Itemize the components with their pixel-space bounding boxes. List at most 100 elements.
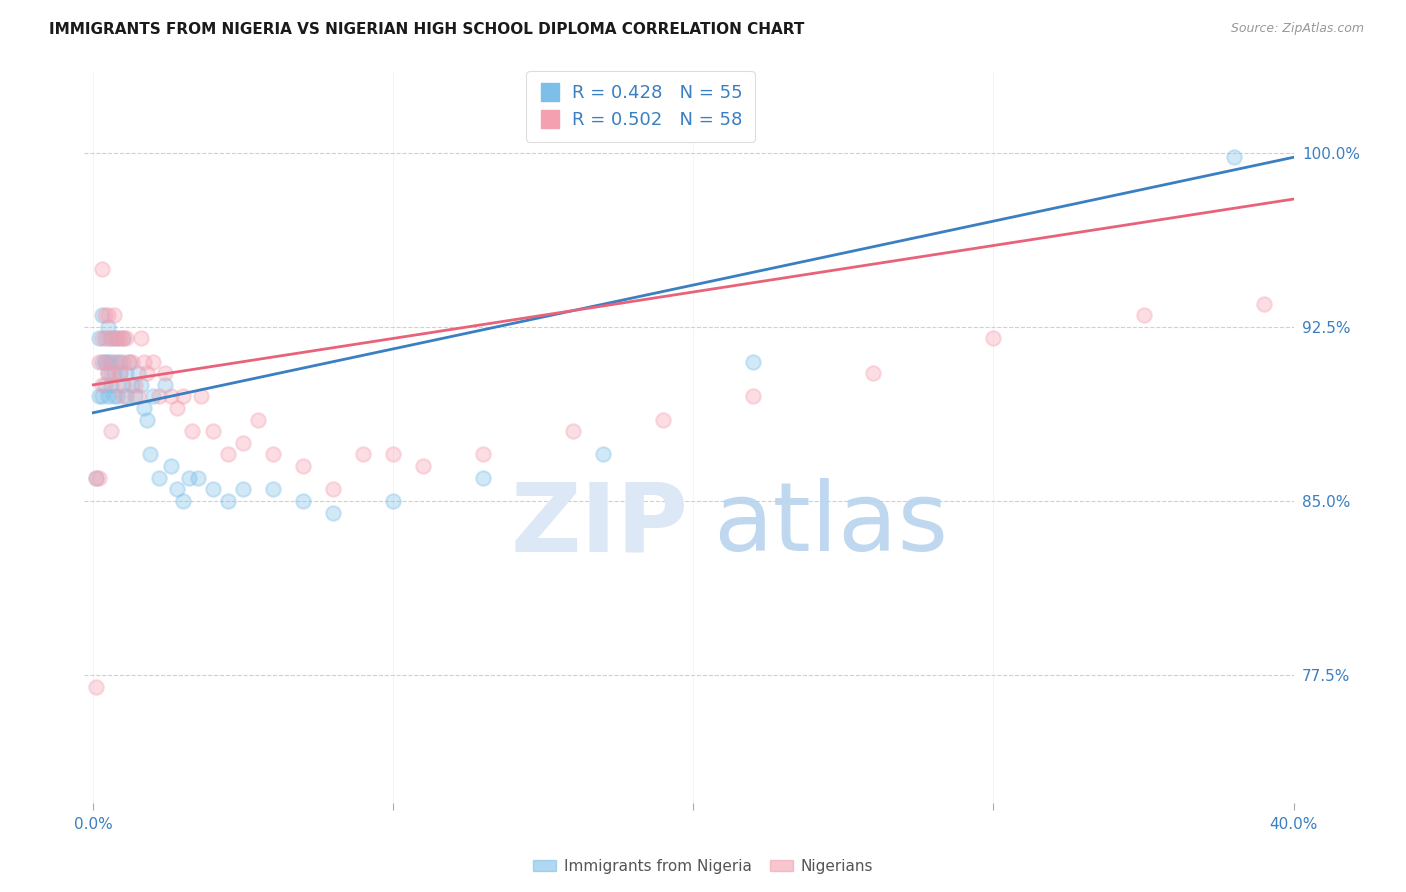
Point — [118, 354, 141, 368]
Point — [103, 308, 125, 322]
Point — [97, 354, 120, 368]
Point — [105, 331, 128, 345]
Point — [472, 471, 495, 485]
Point — [86, 680, 108, 694]
Point — [160, 459, 183, 474]
Point — [134, 354, 156, 368]
Point — [86, 471, 108, 485]
Point — [148, 471, 170, 485]
Legend: R = 0.428   N = 55, R = 0.502   N = 58: R = 0.428 N = 55, R = 0.502 N = 58 — [526, 71, 755, 142]
Point — [127, 366, 149, 380]
Point — [202, 483, 225, 497]
Text: Source: ZipAtlas.com: Source: ZipAtlas.com — [1230, 22, 1364, 36]
Point — [148, 389, 170, 403]
Point — [124, 377, 146, 392]
Point — [105, 389, 128, 403]
Point — [124, 389, 146, 403]
Point — [136, 412, 159, 426]
Point — [105, 331, 128, 345]
Point — [134, 401, 156, 415]
Point — [91, 261, 114, 276]
Point — [115, 366, 138, 380]
Point — [292, 494, 315, 508]
Point — [105, 377, 128, 392]
Point — [100, 331, 122, 345]
Point — [112, 389, 135, 403]
Point — [110, 366, 132, 380]
Point — [97, 319, 120, 334]
Text: IMMIGRANTS FROM NIGERIA VS NIGERIAN HIGH SCHOOL DIPLOMA CORRELATION CHART: IMMIGRANTS FROM NIGERIA VS NIGERIAN HIGH… — [49, 22, 804, 37]
Point — [97, 331, 120, 345]
Point — [262, 483, 284, 497]
Point — [155, 366, 177, 380]
Point — [202, 424, 225, 438]
Point — [110, 354, 132, 368]
Point — [292, 459, 315, 474]
Point — [166, 483, 188, 497]
Point — [160, 389, 183, 403]
Point — [232, 436, 254, 450]
Point — [89, 389, 111, 403]
Point — [100, 354, 122, 368]
Point — [983, 331, 1005, 345]
Point — [97, 308, 120, 322]
Point — [89, 331, 111, 345]
Point — [89, 354, 111, 368]
Point — [652, 412, 675, 426]
Point — [142, 354, 165, 368]
Point — [1222, 150, 1244, 164]
Point — [97, 389, 120, 403]
Point — [155, 377, 177, 392]
Point — [100, 424, 122, 438]
Point — [172, 494, 194, 508]
Point — [94, 331, 117, 345]
Point — [382, 448, 405, 462]
Point — [97, 366, 120, 380]
Point — [94, 308, 117, 322]
Point — [1132, 308, 1154, 322]
Point — [862, 366, 884, 380]
Point — [115, 331, 138, 345]
Point — [412, 459, 434, 474]
Point — [190, 389, 212, 403]
Point — [110, 366, 132, 380]
Point — [91, 377, 114, 392]
Text: ZIP: ZIP — [510, 478, 689, 572]
Point — [91, 331, 114, 345]
Text: atlas: atlas — [713, 478, 948, 572]
Point — [131, 377, 153, 392]
Point — [136, 366, 159, 380]
Point — [592, 448, 614, 462]
Point — [247, 412, 270, 426]
Point — [322, 483, 344, 497]
Point — [217, 448, 239, 462]
Point — [121, 377, 143, 392]
Point — [97, 366, 120, 380]
Point — [89, 471, 111, 485]
Point — [105, 354, 128, 368]
Point — [217, 494, 239, 508]
Point — [100, 377, 122, 392]
Point — [103, 331, 125, 345]
Legend: Immigrants from Nigeria, Nigerians: Immigrants from Nigeria, Nigerians — [527, 853, 879, 880]
Point — [232, 483, 254, 497]
Point — [110, 331, 132, 345]
Point — [103, 366, 125, 380]
Point — [91, 389, 114, 403]
Point — [142, 389, 165, 403]
Point — [262, 448, 284, 462]
Point — [187, 471, 209, 485]
Point — [100, 331, 122, 345]
Point — [742, 354, 765, 368]
Point — [139, 448, 162, 462]
Point — [100, 366, 122, 380]
Point — [112, 377, 135, 392]
Point — [94, 377, 117, 392]
Point — [112, 331, 135, 345]
Point — [322, 506, 344, 520]
Point — [94, 354, 117, 368]
Point — [131, 331, 153, 345]
Point — [352, 448, 374, 462]
Point — [166, 401, 188, 415]
Point — [472, 448, 495, 462]
